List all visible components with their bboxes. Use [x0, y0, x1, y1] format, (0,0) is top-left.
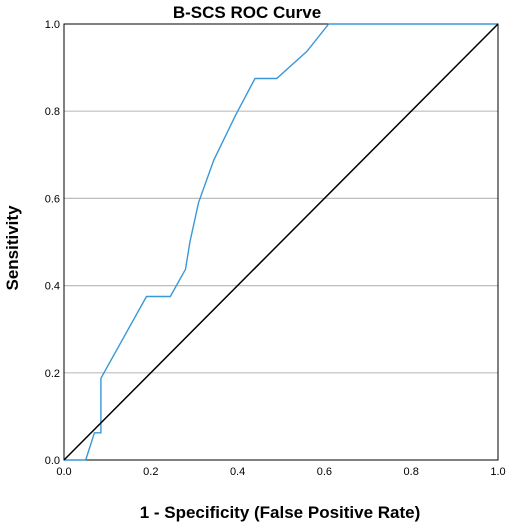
tick-labels: 0.0 0.2 0.4 0.6 0.8 1.0 0.0 0.2 0.4 0.6 0.8 1.0 [45, 19, 506, 478]
y-axis-label: Sensitivity [3, 205, 22, 291]
y-tick-label-1: 0.2 [45, 368, 60, 380]
x-tick-label-1: 0.2 [143, 466, 158, 478]
roc-curve-line [64, 23, 498, 461]
reference-diagonal-line [63, 23, 499, 461]
series-group [63, 23, 499, 461]
x-tick-label-4: 0.8 [404, 466, 419, 478]
x-tick-label-3: 0.6 [317, 466, 332, 478]
y-tick-label-4: 0.8 [45, 106, 60, 118]
x-axis-label: 1 - Specificity (False Positive Rate) [140, 503, 421, 522]
x-tick-label-5: 1.0 [490, 466, 505, 478]
x-tick-label-0: 0.0 [56, 466, 71, 478]
chart-title: B-SCS ROC Curve [173, 3, 321, 22]
y-tick-label-0: 0.0 [45, 455, 60, 467]
plot-area [63, 23, 499, 461]
y-tick-label-3: 0.6 [45, 193, 60, 205]
gridlines [64, 110, 498, 374]
y-tick-label-2: 0.4 [45, 281, 60, 293]
y-tick-label-5: 1.0 [45, 19, 60, 31]
x-tick-label-2: 0.4 [230, 466, 245, 478]
